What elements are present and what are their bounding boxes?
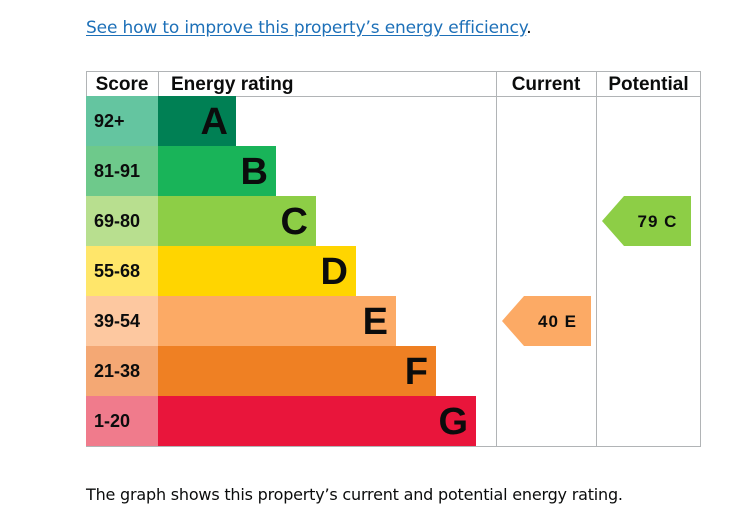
- score-label-e: 39-54: [94, 311, 140, 331]
- band-letter-b: B: [241, 151, 268, 193]
- band-letter-g: G: [438, 401, 468, 443]
- score-label-f: 21-38: [94, 361, 140, 381]
- current-rating-label: 40 E: [538, 312, 577, 331]
- potential-rating-label: 79 C: [638, 212, 678, 231]
- band-letter-c: C: [281, 201, 308, 243]
- rating-bands: 92+ A 81-91 B 69-80 C 55-68 D 39-54 E 21-38 F 1-20 G: [86, 96, 476, 446]
- score-label-a: 92+: [94, 111, 125, 131]
- score-cell-b: [86, 146, 158, 196]
- score-cell-g: [86, 396, 158, 446]
- band-bar-f: [158, 346, 436, 396]
- score-cell-a: [86, 96, 158, 146]
- score-label-c: 69-80: [94, 211, 140, 231]
- improve-efficiency-link[interactable]: See how to improve this property’s energ…: [86, 18, 527, 38]
- chart-headers: Score Energy rating Current Potential: [96, 74, 689, 95]
- score-label-b: 81-91: [94, 161, 140, 181]
- band-bar-e: [158, 296, 396, 346]
- band-bar-c: [158, 196, 316, 246]
- band-letter-e: E: [363, 301, 388, 343]
- score-label-g: 1-20: [94, 411, 130, 431]
- band-bar-d: [158, 246, 356, 296]
- graph-caption: The graph shows this property’s current …: [86, 485, 623, 504]
- link-suffix: .: [526, 18, 532, 38]
- score-cell-f: [86, 346, 158, 396]
- header-score: Score: [96, 74, 149, 95]
- rating-indicators: 40 E 79 C: [502, 196, 691, 346]
- score-cell-d: [86, 246, 158, 296]
- band-letter-f: F: [405, 351, 428, 393]
- header-energy-rating: Energy rating: [171, 74, 293, 95]
- band-letter-a: A: [201, 101, 228, 143]
- band-bar-a: [158, 96, 236, 146]
- current-rating-arrow: [502, 296, 591, 346]
- band-letter-d: D: [321, 251, 348, 293]
- potential-rating-arrow: [602, 196, 691, 246]
- score-cell-e: [86, 296, 158, 346]
- score-label-d: 55-68: [94, 261, 140, 281]
- band-bar-b: [158, 146, 276, 196]
- band-bar-g: [158, 396, 476, 446]
- improve-link-line: See how to improve this property’s energ…: [86, 16, 532, 40]
- header-current: Current: [512, 74, 581, 95]
- header-potential: Potential: [608, 74, 688, 95]
- score-cell-c: [86, 196, 158, 246]
